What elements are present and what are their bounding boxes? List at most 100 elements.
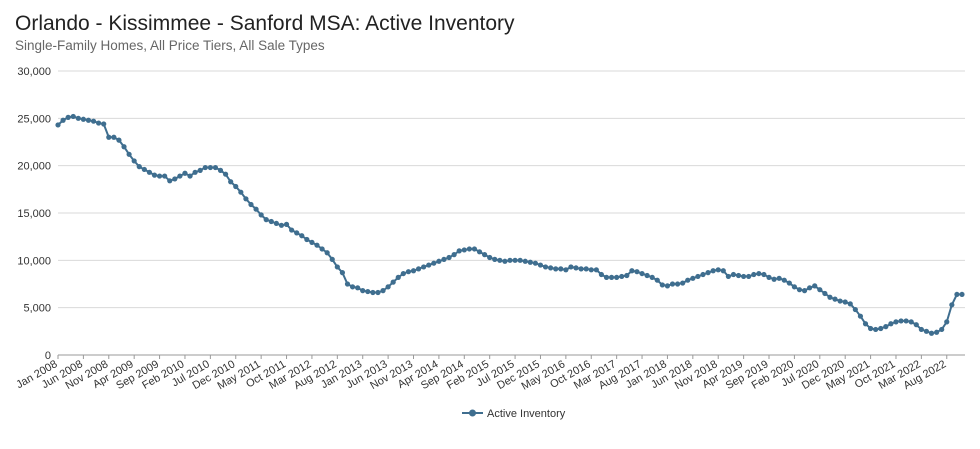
data-point[interactable]	[614, 274, 620, 280]
data-point[interactable]	[954, 291, 960, 298]
data-point[interactable]	[634, 269, 640, 275]
data-point[interactable]	[446, 254, 452, 261]
data-point[interactable]	[390, 279, 396, 285]
data-point[interactable]	[380, 288, 386, 294]
data-point[interactable]	[324, 250, 330, 256]
data-point[interactable]	[862, 321, 869, 327]
data-point[interactable]	[60, 117, 66, 123]
data-point[interactable]	[888, 321, 894, 327]
data-point[interactable]	[136, 164, 142, 170]
data-point[interactable]	[471, 246, 478, 252]
data-point[interactable]	[578, 266, 584, 272]
data-point[interactable]	[751, 271, 757, 278]
data-point[interactable]	[832, 296, 838, 302]
data-point[interactable]	[878, 325, 884, 332]
data-point[interactable]	[796, 287, 803, 293]
data-point[interactable]	[451, 252, 457, 258]
data-point[interactable]	[106, 134, 112, 140]
data-point[interactable]	[121, 144, 127, 150]
data-point[interactable]	[238, 189, 244, 195]
data-point[interactable]	[80, 116, 86, 122]
data-point[interactable]	[96, 120, 102, 126]
data-point[interactable]	[126, 151, 132, 157]
data-point[interactable]	[649, 274, 655, 280]
data-point[interactable]	[563, 267, 569, 273]
data-point[interactable]	[111, 134, 117, 140]
data-point[interactable]	[294, 230, 300, 236]
data-point[interactable]	[700, 271, 706, 278]
data-point[interactable]	[741, 273, 747, 280]
data-point[interactable]	[441, 256, 447, 262]
data-point[interactable]	[309, 239, 315, 245]
data-point[interactable]	[228, 179, 234, 185]
data-point[interactable]	[70, 113, 76, 120]
data-point[interactable]	[192, 169, 198, 175]
data-point[interactable]	[903, 318, 909, 324]
data-point[interactable]	[644, 272, 650, 279]
data-point[interactable]	[776, 275, 782, 281]
data-point[interactable]	[705, 270, 711, 276]
data-point[interactable]	[278, 222, 285, 228]
data-point[interactable]	[405, 269, 412, 275]
data-point[interactable]	[512, 257, 518, 263]
data-point[interactable]	[873, 326, 879, 333]
data-point[interactable]	[756, 270, 762, 277]
data-point[interactable]	[375, 289, 381, 296]
data-point[interactable]	[695, 273, 701, 280]
data-point[interactable]	[781, 277, 787, 283]
data-point[interactable]	[893, 319, 899, 325]
data-point[interactable]	[959, 291, 965, 298]
data-point[interactable]	[761, 271, 767, 278]
data-point[interactable]	[141, 166, 147, 173]
data-point[interactable]	[827, 294, 833, 300]
data-point[interactable]	[476, 249, 483, 255]
data-point[interactable]	[817, 287, 823, 293]
data-point[interactable]	[593, 267, 599, 273]
data-point[interactable]	[410, 268, 417, 274]
data-point[interactable]	[786, 280, 792, 286]
data-point[interactable]	[918, 326, 924, 333]
data-point[interactable]	[85, 117, 92, 123]
data-point[interactable]	[730, 271, 737, 278]
data-point[interactable]	[867, 325, 874, 332]
data-point[interactable]	[812, 283, 818, 289]
data-point[interactable]	[624, 272, 630, 279]
data-point[interactable]	[319, 246, 325, 252]
data-point[interactable]	[283, 221, 290, 227]
data-point[interactable]	[603, 274, 610, 280]
data-point[interactable]	[852, 306, 858, 313]
data-point[interactable]	[685, 277, 691, 283]
data-point[interactable]	[268, 218, 274, 225]
data-point[interactable]	[725, 273, 731, 280]
data-point[interactable]	[507, 257, 513, 263]
data-point[interactable]	[187, 173, 193, 179]
data-point[interactable]	[654, 277, 660, 283]
data-point[interactable]	[639, 270, 645, 277]
data-point[interactable]	[172, 176, 178, 182]
data-point[interactable]	[934, 329, 940, 335]
data-point[interactable]	[598, 271, 605, 278]
data-point[interactable]	[431, 260, 437, 266]
data-point[interactable]	[243, 196, 249, 202]
data-point[interactable]	[151, 172, 158, 178]
data-point[interactable]	[548, 265, 554, 271]
data-point[interactable]	[263, 217, 269, 223]
data-point[interactable]	[299, 233, 305, 239]
data-point[interactable]	[517, 257, 523, 263]
data-point[interactable]	[223, 171, 229, 177]
data-point[interactable]	[116, 137, 122, 143]
data-point[interactable]	[583, 266, 589, 272]
data-point[interactable]	[253, 206, 259, 212]
data-point[interactable]	[720, 268, 726, 274]
data-point[interactable]	[436, 258, 442, 264]
data-point[interactable]	[680, 280, 686, 286]
data-point[interactable]	[710, 268, 716, 274]
data-point[interactable]	[791, 284, 798, 290]
data-point[interactable]	[553, 266, 559, 272]
data-point[interactable]	[949, 302, 955, 308]
data-point[interactable]	[421, 264, 427, 270]
data-point[interactable]	[344, 281, 351, 287]
data-point[interactable]	[837, 298, 843, 304]
data-point[interactable]	[558, 266, 564, 272]
data-point[interactable]	[146, 169, 153, 175]
